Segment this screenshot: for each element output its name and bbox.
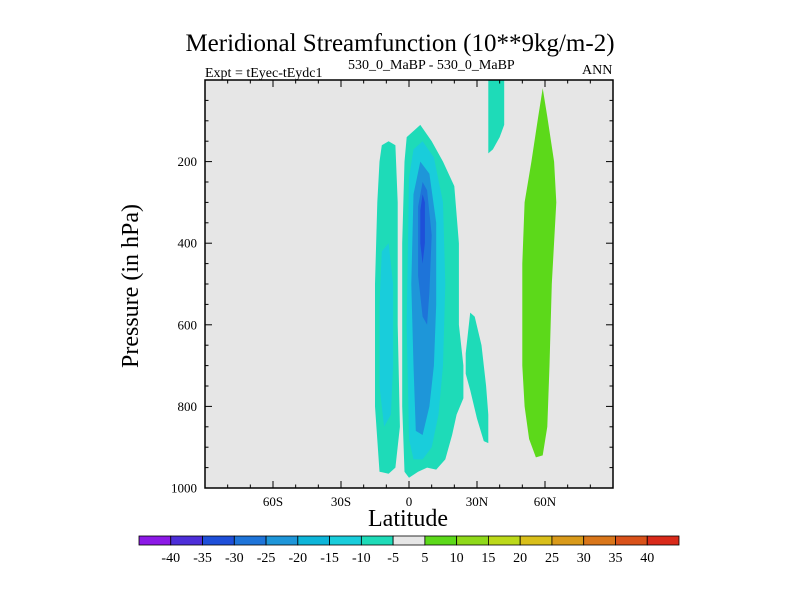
- labelbar-label: 35: [608, 551, 622, 566]
- labelbar-label: -35: [193, 551, 212, 566]
- labelbar-box: [583, 535, 616, 546]
- labelbar-box: [329, 535, 362, 546]
- labelbar-label: -15: [320, 551, 339, 566]
- labelbar-label: 5: [421, 551, 428, 566]
- labelbar-box: [265, 535, 299, 546]
- labelbar-box: [424, 535, 458, 546]
- chart-title: Meridional Streamfunction (10**9kg/m-2): [185, 30, 615, 57]
- labelbar-box: [456, 535, 489, 546]
- labelbar-label: -40: [161, 551, 180, 566]
- labelbar-label: -30: [225, 551, 244, 566]
- axis-ticks: [205, 80, 613, 489]
- x-tick-label: 30S: [331, 494, 351, 509]
- labelbar-label: 30: [577, 551, 591, 566]
- labelbar-box: [233, 535, 267, 546]
- cell-eq-max: [420, 194, 425, 264]
- experiment-label: Expt = tEyec-tEydc1: [205, 66, 323, 81]
- x-tick-label: 60N: [534, 494, 557, 509]
- labelbar-label: -25: [257, 551, 276, 566]
- labelbar-box: [297, 535, 330, 546]
- x-axis-title: Latitude: [368, 506, 448, 532]
- cell-nh-lower: [465, 312, 489, 444]
- axis-tick-labels: 60S 30S 0 30N 60N 200 400 600 800 1000: [171, 154, 557, 509]
- color-labelbar: -40 -35 -30 -25 -20 -15 -10 -5 5 10 15 20 25 30 35 40: [138, 535, 680, 566]
- season-label: ANN: [582, 63, 613, 78]
- labelbar-label: -20: [288, 551, 307, 566]
- labelbar-box: [615, 535, 648, 546]
- period-label: 530_0_MaBP - 530_0_MaBP: [348, 58, 515, 73]
- labelbar-box: [360, 535, 394, 546]
- labelbar-label: 20: [513, 551, 527, 566]
- y-tick-label: 1000: [171, 481, 197, 496]
- labelbar-label: 10: [450, 551, 464, 566]
- y-tick-label: 400: [178, 236, 198, 251]
- y-tick-label: 800: [178, 399, 198, 414]
- labelbar-label: -10: [352, 551, 371, 566]
- y-tick-label: 200: [178, 154, 198, 169]
- cell-nh-positive: [522, 88, 557, 458]
- labelbar-box: [551, 535, 585, 546]
- labelbar-box: [392, 535, 426, 546]
- labelbar-box: [202, 535, 235, 546]
- labelbar-box: [488, 535, 521, 546]
- contour-regions: [375, 80, 557, 478]
- x-tick-label: 30N: [466, 494, 489, 509]
- labelbar-box: [138, 535, 172, 546]
- cell-nh-upper: [488, 80, 505, 154]
- cell-sh-inner: [379, 243, 394, 427]
- x-tick-label: 60S: [263, 494, 283, 509]
- labelbar-box: [646, 535, 680, 546]
- labelbar-label: -5: [387, 551, 399, 566]
- labelbar-label: 40: [640, 551, 654, 566]
- y-tick-label: 600: [178, 317, 198, 332]
- labelbar-label: 15: [481, 551, 495, 566]
- y-axis-title: Pressure (in hPa): [118, 204, 144, 368]
- labelbar-box: [170, 535, 203, 546]
- x-tick-label: 0: [406, 494, 413, 509]
- labelbar-box: [519, 535, 553, 546]
- labelbar-label: 25: [545, 551, 559, 566]
